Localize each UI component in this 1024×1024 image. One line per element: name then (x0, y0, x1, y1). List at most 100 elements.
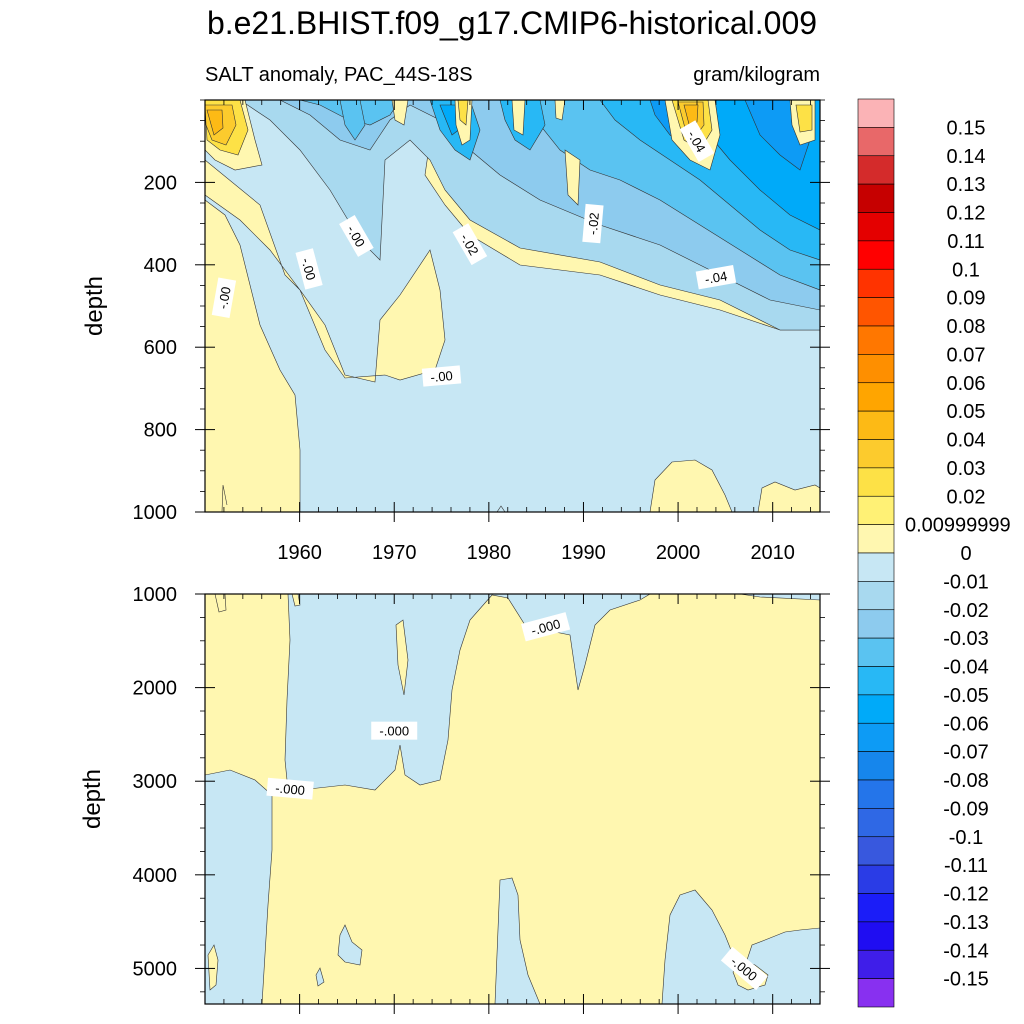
colorbar-label: 0 (960, 543, 971, 565)
y-tick-label: 5000 (133, 958, 178, 980)
colorbar-label: 0.15 (947, 117, 986, 139)
y-tick-label: 800 (144, 420, 177, 442)
contour-label-bg (295, 248, 323, 290)
colorbar-label: 0.08 (947, 316, 986, 338)
colorbar-label: 0.14 (947, 146, 986, 168)
colorbar-swatch (857, 581, 895, 611)
colorbar-label: -0.11 (944, 855, 988, 877)
colorbar: 0.15 0.14 0.13 0.12 0.11 0.1 0.09 0.08 0.07 0.06 0… (857, 98, 1011, 1008)
contour-label: -.00 (211, 277, 237, 319)
colorbar-swatch (857, 382, 895, 412)
contour-label-bg (421, 365, 462, 387)
lower-contour-field (205, 594, 820, 1004)
contour-label: -.000 (266, 777, 314, 800)
y-tick-label: 400 (144, 255, 177, 277)
colorbar-swatch (857, 155, 895, 185)
x-tick-label: 1970 (372, 542, 417, 564)
colorbar-label: -0.13 (943, 912, 989, 934)
colorbar-label: -0.1 (949, 827, 983, 849)
colorbar-swatch (857, 808, 895, 838)
colorbar-label: 0.00999999 (905, 515, 1011, 537)
colorbar-swatch (857, 98, 895, 128)
x-tick-label: 1960 (277, 542, 322, 564)
colorbar-swatch (857, 212, 895, 242)
colorbar-swatch (857, 836, 895, 866)
colorbar-label: -0.04 (943, 657, 989, 679)
lower-axes: 1000 2000 3000 4000 5000 (133, 584, 830, 1014)
colorbar-label: 0.1 (952, 259, 980, 281)
contour-label: -.02 (582, 203, 604, 244)
y-tick-label: 1000 (133, 584, 178, 606)
colorbar-label: -0.02 (943, 600, 989, 622)
contour-label-bg (720, 946, 768, 991)
upper-contour-labels: -.00-.00-.00-.00-.02-.02-.04-.04 (211, 120, 737, 387)
contour-label-bg (521, 612, 571, 642)
colorbar-swatch (857, 297, 895, 327)
colorbar-swatch (857, 893, 895, 923)
left-subtitle: SALT anomaly, PAC_44S-18S (205, 64, 473, 86)
lower-y-axis-label: depth (79, 769, 106, 829)
colorbar-swatch (857, 949, 895, 979)
colorbar-label: -0.07 (943, 742, 989, 764)
y-tick-label: 200 (144, 172, 177, 194)
colorbar-swatch (857, 666, 895, 696)
colorbar-label: 0.11 (947, 231, 984, 253)
colorbar-label: -0.08 (943, 770, 989, 792)
contour-label: -.000 (521, 612, 571, 642)
colorbar-swatch (857, 268, 895, 298)
colorbar-label: -0.06 (943, 713, 989, 735)
colorbar-swatch (857, 240, 895, 270)
upper-contour-field (205, 100, 820, 512)
colorbar-swatch (857, 354, 895, 384)
colorbar-swatch (857, 864, 895, 894)
colorbar-label: 0.06 (947, 373, 986, 395)
colorbar-label: 0.05 (947, 401, 986, 423)
colorbar-swatch (857, 495, 895, 525)
x-tick-label: 1980 (467, 542, 512, 564)
colorbar-swatch (857, 978, 895, 1008)
colorbar-swatch (857, 722, 895, 752)
colorbar-label: 0.13 (947, 174, 986, 196)
contour-label-text: -.000 (275, 780, 306, 798)
contour-label-text: -.000 (529, 616, 562, 638)
contour-label-bg (211, 277, 237, 319)
colorbar-swatch (857, 183, 895, 213)
contour-label-bg (695, 264, 737, 290)
contour-label: -.00 (295, 248, 323, 290)
colorbar-swatch (857, 751, 895, 781)
y-tick-label: 1000 (133, 502, 178, 524)
colorbar-swatch (857, 467, 895, 497)
lower-plot-frame (204, 593, 821, 1005)
colorbar-label: -0.15 (943, 969, 989, 991)
contour-label-text: -.000 (379, 724, 409, 739)
upper-y-axis-label: depth (81, 276, 108, 336)
contour-label-bg (679, 120, 715, 163)
chart-title: b.e21.BHIST.f09_g17.CMIP6-historical.009 (207, 5, 817, 41)
contour-label-bg (582, 203, 604, 244)
y-tick-label: 2000 (133, 678, 178, 700)
contour-label-bg (339, 215, 374, 257)
colorbar-swatch (857, 609, 895, 639)
colorbar-swatch (857, 524, 895, 554)
colorbar-swatch (857, 127, 895, 157)
contour-label: -.04 (695, 264, 737, 290)
colorbar-swatch (857, 637, 895, 667)
colorbar-swatch (857, 552, 895, 582)
upper-panel: 1960 1970 1980 1990 2000 2010 200 400 600 800 1000… (81, 99, 830, 564)
colorbar-label: 0.03 (947, 458, 986, 480)
contour-label-text: -.00 (430, 368, 454, 385)
colorbar-swatch (857, 410, 895, 440)
contour-label-text: -.00 (215, 286, 234, 311)
y-tick-label: 4000 (133, 865, 178, 887)
contour-label-bg (266, 777, 314, 800)
contour-label-text: -.04 (704, 268, 729, 287)
x-tick-label: 2010 (750, 542, 795, 564)
x-tick-label: 1990 (561, 542, 606, 564)
contour-label: -.00 (421, 365, 462, 387)
contour-label-text: -.02 (585, 212, 602, 236)
colorbar-label: 0.07 (947, 344, 986, 366)
colorbar-swatch (857, 921, 895, 951)
colorbar-label: -0.01 (943, 571, 989, 593)
colorbar-label: -0.14 (943, 940, 989, 962)
